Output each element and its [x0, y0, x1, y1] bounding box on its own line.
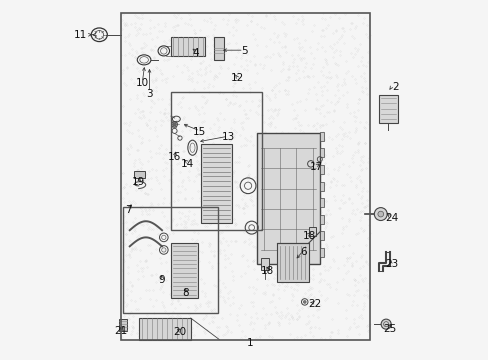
Text: 6: 6: [300, 247, 306, 257]
Text: 21: 21: [114, 325, 127, 336]
Bar: [319, 231, 324, 240]
Circle shape: [380, 319, 390, 329]
Circle shape: [373, 208, 386, 221]
Text: 20: 20: [173, 327, 186, 337]
Bar: [378, 95, 397, 123]
Circle shape: [377, 211, 383, 217]
Text: 18: 18: [261, 266, 274, 276]
Text: 17: 17: [309, 162, 322, 172]
Text: 5: 5: [241, 46, 247, 56]
Text: 2: 2: [391, 82, 398, 92]
Text: 14: 14: [180, 159, 193, 169]
Text: 23: 23: [384, 259, 397, 269]
Text: 10: 10: [136, 78, 148, 88]
Bar: [257, 134, 319, 264]
Bar: [122, 207, 217, 313]
Bar: [121, 13, 369, 339]
Text: 25: 25: [382, 324, 396, 334]
Bar: [171, 37, 204, 56]
Bar: [319, 198, 324, 207]
Bar: [119, 319, 126, 330]
Text: 16: 16: [167, 152, 181, 162]
Text: 11: 11: [74, 30, 87, 40]
Bar: [171, 92, 262, 230]
Text: 1: 1: [246, 338, 253, 348]
Bar: [214, 37, 224, 60]
Bar: [276, 243, 308, 282]
Text: 13: 13: [221, 132, 235, 142]
Text: 4: 4: [192, 48, 199, 58]
Bar: [261, 258, 269, 270]
Text: 9: 9: [159, 275, 165, 285]
Bar: [139, 318, 190, 339]
Bar: [319, 248, 324, 257]
Text: 15: 15: [193, 127, 206, 136]
Text: 19: 19: [132, 177, 145, 187]
Bar: [308, 226, 315, 235]
Bar: [319, 215, 324, 224]
Bar: [319, 165, 324, 174]
Circle shape: [303, 301, 305, 303]
Text: 3: 3: [146, 89, 152, 99]
Text: 8: 8: [182, 288, 188, 298]
Text: 12: 12: [230, 73, 244, 83]
Circle shape: [172, 123, 176, 126]
Bar: [319, 181, 324, 190]
Bar: [319, 148, 324, 157]
Text: 7: 7: [124, 206, 131, 216]
Text: 18: 18: [302, 231, 315, 240]
Bar: [319, 132, 324, 140]
Bar: [201, 144, 231, 223]
Text: 22: 22: [307, 299, 321, 309]
Bar: [134, 171, 144, 178]
Text: 24: 24: [384, 213, 397, 222]
Bar: [171, 243, 198, 298]
